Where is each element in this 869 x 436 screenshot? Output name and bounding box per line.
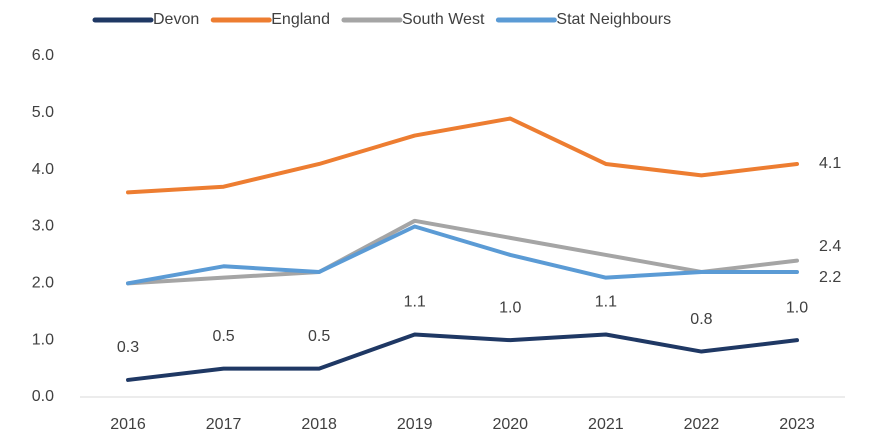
data-label: 1.0: [499, 299, 521, 316]
data-label: 1.0: [786, 299, 808, 316]
data-label: 2.4: [819, 238, 841, 255]
data-label: 1.1: [404, 294, 426, 311]
data-label: 0.3: [117, 339, 139, 356]
legend-label: Devon: [153, 11, 199, 28]
data-label: 0.8: [690, 311, 712, 328]
data-label: 0.5: [212, 328, 234, 345]
x-tick-label: 2016: [110, 416, 146, 433]
x-tick-label: 2019: [397, 416, 433, 433]
x-tick-label: 2022: [684, 416, 720, 433]
legend-label: South West: [402, 11, 485, 28]
legend-label: England: [271, 11, 330, 28]
x-tick-label: 2021: [588, 416, 624, 433]
data-label: 1.1: [595, 294, 617, 311]
y-tick-label: 4.0: [32, 161, 54, 178]
y-tick-label: 1.0: [32, 331, 54, 348]
x-tick-label: 2020: [492, 416, 528, 433]
x-tick-label: 2018: [301, 416, 337, 433]
data-label: 4.1: [819, 155, 841, 172]
legend-label: Stat Neighbours: [556, 11, 671, 28]
y-tick-label: 5.0: [32, 104, 54, 121]
data-label: 2.2: [819, 269, 841, 286]
x-tick-label: 2017: [206, 416, 242, 433]
x-tick-label: 2023: [779, 416, 815, 433]
y-tick-label: 6.0: [32, 47, 54, 64]
y-tick-label: 0.0: [32, 388, 54, 405]
data-label: 0.5: [308, 328, 330, 345]
series-line: [126, 224, 799, 286]
series-line: [126, 116, 799, 195]
series-line: [126, 332, 799, 382]
y-tick-label: 2.0: [32, 275, 54, 292]
series-line: [126, 218, 799, 286]
y-tick-label: 3.0: [32, 218, 54, 235]
